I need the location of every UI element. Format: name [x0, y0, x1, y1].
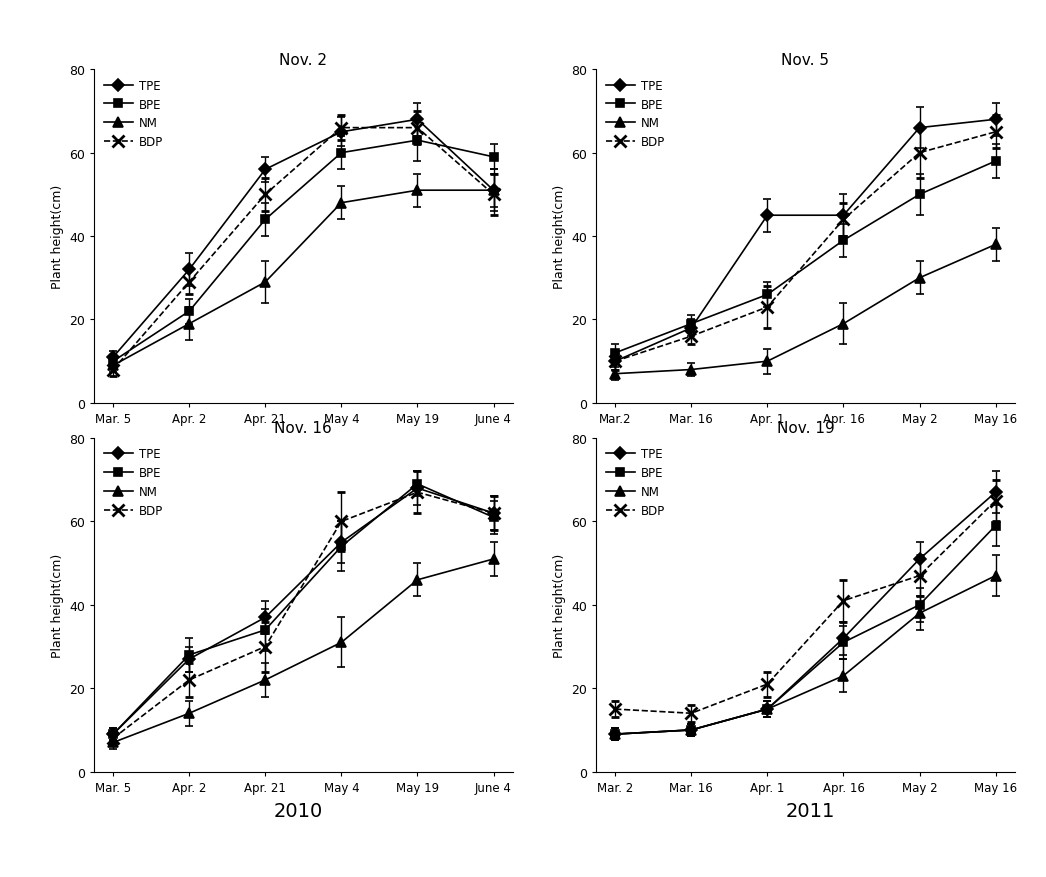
- Text: 2011: 2011: [786, 801, 836, 820]
- Title: Nov. 2: Nov. 2: [279, 53, 327, 68]
- Title: Nov. 5: Nov. 5: [781, 53, 829, 68]
- Legend: TPE, BPE, NM, BDP: TPE, BPE, NM, BDP: [602, 445, 668, 521]
- Y-axis label: Plant height(cm): Plant height(cm): [552, 185, 566, 289]
- Legend: TPE, BPE, NM, BDP: TPE, BPE, NM, BDP: [100, 445, 166, 521]
- Title: Nov. 19: Nov. 19: [776, 421, 835, 436]
- Y-axis label: Plant height(cm): Plant height(cm): [50, 185, 64, 289]
- Text: 2010: 2010: [273, 801, 323, 820]
- Legend: TPE, BPE, NM, BDP: TPE, BPE, NM, BDP: [100, 76, 166, 153]
- Title: Nov. 16: Nov. 16: [274, 421, 333, 436]
- Y-axis label: Plant height(cm): Plant height(cm): [552, 553, 566, 657]
- Legend: TPE, BPE, NM, BDP: TPE, BPE, NM, BDP: [602, 76, 668, 153]
- Y-axis label: Plant height(cm): Plant height(cm): [50, 553, 64, 657]
